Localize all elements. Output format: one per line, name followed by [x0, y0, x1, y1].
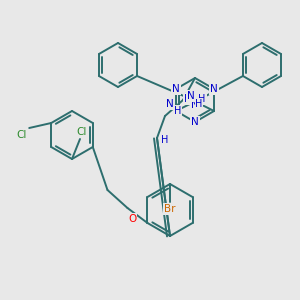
Text: H: H — [198, 94, 206, 104]
Text: H: H — [184, 94, 192, 104]
Text: O: O — [128, 214, 136, 224]
Text: H: H — [161, 135, 169, 145]
Text: Br: Br — [164, 204, 176, 214]
Text: H: H — [174, 106, 182, 116]
Text: N: N — [210, 84, 218, 94]
Text: N: N — [187, 91, 195, 101]
Text: N: N — [166, 99, 174, 109]
Text: N: N — [191, 117, 199, 127]
Text: N: N — [172, 84, 180, 94]
Text: N: N — [191, 100, 199, 110]
Text: Cl: Cl — [16, 130, 26, 140]
Text: Cl: Cl — [77, 127, 87, 137]
Text: N: N — [191, 100, 199, 110]
Text: H: H — [195, 99, 203, 109]
